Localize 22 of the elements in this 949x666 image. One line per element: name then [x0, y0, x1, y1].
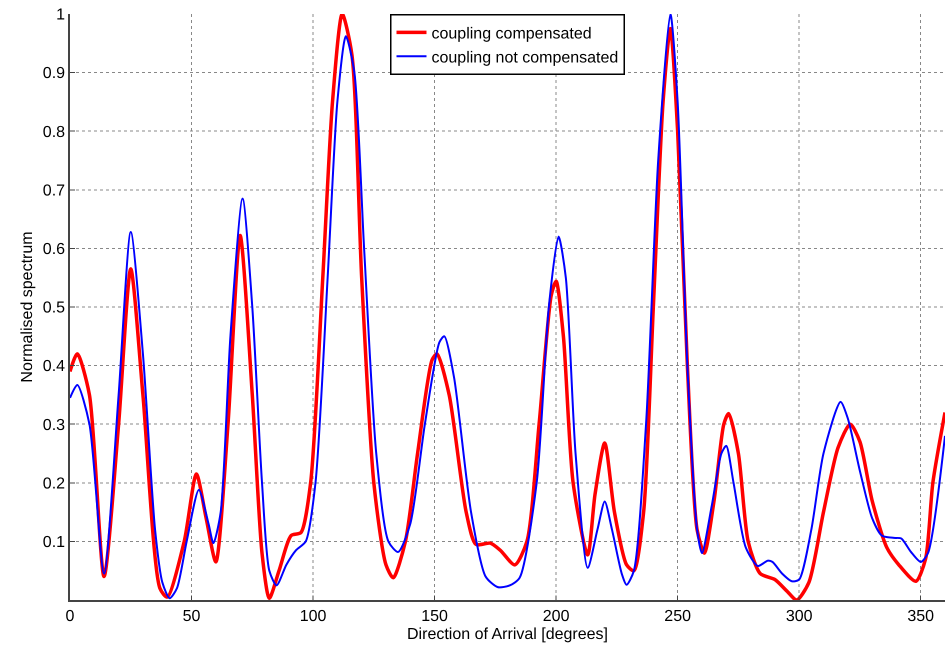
- y-tick-label: 0.8: [42, 124, 66, 141]
- y-tick-label: 0.6: [42, 241, 66, 258]
- x-tick-label: 100: [300, 608, 327, 625]
- y-tick-label: 0.1: [42, 534, 66, 551]
- x-tick-label: 300: [786, 608, 813, 625]
- x-tick-label: 150: [421, 608, 448, 625]
- legend-label: coupling not compensated: [432, 49, 618, 66]
- x-tick-label: 250: [664, 608, 692, 625]
- y-tick-label: 0.7: [42, 182, 66, 200]
- x-axis-title: Direction of Arrival [degrees]: [407, 626, 608, 644]
- y-tick-label: 0.9: [42, 65, 66, 82]
- y-tick-label: 0.4: [42, 358, 66, 376]
- y-tick-label: 0.5: [42, 300, 66, 317]
- y-tick-label: 0.2: [42, 475, 66, 492]
- legend-label: coupling compensated: [432, 26, 592, 43]
- y-axis-title: Normalised spectrum: [19, 231, 36, 383]
- y-tick-label: 1: [56, 6, 66, 24]
- y-tick-label: 0.3: [42, 416, 66, 434]
- x-tick-label: 200: [542, 608, 570, 625]
- x-tick-label: 0: [66, 608, 75, 625]
- x-tick-label: 50: [182, 608, 201, 625]
- x-tick-label: 350: [907, 608, 934, 625]
